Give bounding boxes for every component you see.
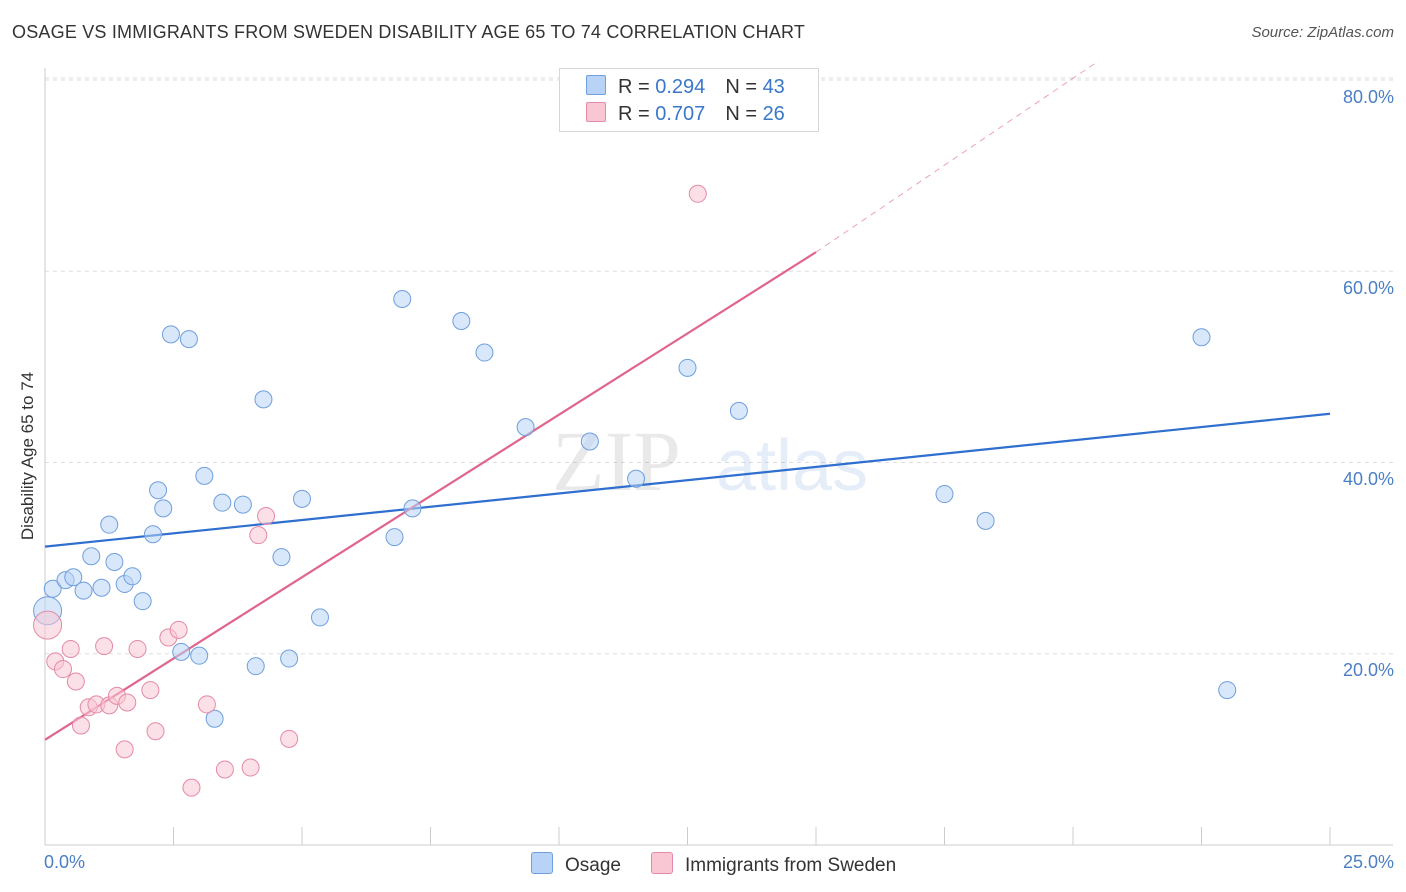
osage-point xyxy=(385,528,404,547)
legend-row-osage: R = 0.294 N = 43 xyxy=(586,75,785,99)
osage-point xyxy=(246,657,265,676)
legend-r-value: 0.707 xyxy=(655,103,706,125)
bottom-legend-swatch-osage xyxy=(531,852,553,874)
sweden-point xyxy=(118,693,137,712)
osage-point xyxy=(105,552,124,571)
sweden-point xyxy=(115,740,134,759)
sweden-point xyxy=(141,681,160,700)
bottom-legend-label: Osage xyxy=(565,855,621,876)
osage-point xyxy=(172,642,191,661)
osage-point xyxy=(205,709,224,728)
y-axis-label: Disability Age 65 to 74 xyxy=(18,371,37,541)
y-tick-label: 60.0% xyxy=(1342,278,1394,298)
legend-n-value: 26 xyxy=(762,103,785,125)
sweden-point xyxy=(71,716,90,735)
sweden-point xyxy=(95,637,114,656)
bottom-legend-swatch-sweden xyxy=(651,852,673,874)
osage-point xyxy=(1192,328,1211,347)
sweden-point xyxy=(182,778,201,797)
osage-point xyxy=(233,495,252,514)
watermark: ZIP atlas xyxy=(552,413,868,509)
osage-point xyxy=(475,343,494,362)
sweden-point xyxy=(66,672,85,691)
legend-swatch-sweden xyxy=(586,102,606,122)
legend-swatch-osage xyxy=(586,75,606,95)
y-tick-label: 80.0% xyxy=(1342,87,1394,107)
osage-point xyxy=(393,289,412,308)
osage-point xyxy=(976,511,995,530)
osage-point xyxy=(154,499,173,518)
osage-point xyxy=(293,489,311,508)
axes xyxy=(44,68,1393,846)
legend-r-label: R = xyxy=(618,76,656,98)
osage-point xyxy=(82,547,101,566)
legend-n-value: 43 xyxy=(762,76,785,98)
osage-point xyxy=(133,592,152,611)
osage-point xyxy=(161,325,180,344)
sweden-point xyxy=(280,729,299,748)
osage-point xyxy=(190,646,209,665)
osage-point xyxy=(935,485,954,504)
bottom-legend-osage: Osage xyxy=(531,852,621,877)
sweden-point xyxy=(249,526,268,545)
osage-point xyxy=(100,515,119,534)
osage-point xyxy=(43,579,62,598)
sweden-point xyxy=(33,610,63,640)
y-tick-label: 40.0% xyxy=(1342,469,1394,489)
osage-point xyxy=(123,567,142,586)
legend-row-sweden: R = 0.707 N = 26 xyxy=(586,102,785,126)
sweden-point xyxy=(215,760,234,779)
legend-r-value: 0.294 xyxy=(655,76,706,98)
y-tick-label: 20.0% xyxy=(1342,660,1394,680)
sweden-point xyxy=(688,184,707,203)
grid-lines xyxy=(45,77,1393,655)
osage-point xyxy=(64,568,83,587)
osage-point xyxy=(678,358,697,377)
trend-lines xyxy=(44,60,1331,741)
source-label: Source: ZipAtlas.com xyxy=(1251,24,1394,41)
sweden-point xyxy=(61,639,80,658)
osage-point xyxy=(452,311,471,330)
sweden-trend-line xyxy=(44,251,817,741)
sweden-point xyxy=(197,695,216,714)
legend-n-label: N = xyxy=(725,103,763,125)
osage-point xyxy=(213,493,232,512)
osage-point xyxy=(195,466,214,485)
bottom-legend-label: Immigrants from Sweden xyxy=(685,855,897,876)
chart-title: OSAGE VS IMMIGRANTS FROM SWEDEN DISABILI… xyxy=(12,22,806,42)
legend-r-label: R = xyxy=(618,103,656,125)
watermark-atlas: atlas xyxy=(716,426,868,506)
osage-point xyxy=(143,525,162,544)
osage-point xyxy=(179,330,198,349)
osage-point xyxy=(272,548,291,567)
sweden-point xyxy=(169,620,188,639)
osage-point xyxy=(580,432,599,451)
osage-point xyxy=(310,608,329,627)
sweden-point xyxy=(257,507,276,526)
osage-point xyxy=(254,390,273,409)
osage-point xyxy=(403,499,422,518)
osage-point xyxy=(1218,681,1237,700)
osage-point xyxy=(92,578,111,597)
x-tick-label-min: 0.0% xyxy=(44,852,86,872)
sweden-point xyxy=(146,722,165,741)
osage-point xyxy=(516,418,535,437)
data-points xyxy=(33,184,1237,797)
osage-point xyxy=(149,481,168,500)
correlation-legend: R = 0.294 N = 43 R = 0.707 N = 26 xyxy=(559,68,819,132)
osage-point xyxy=(627,469,646,488)
legend-n-label: N = xyxy=(725,76,763,98)
sweden-point xyxy=(241,758,260,777)
osage-trend-line xyxy=(44,412,1331,548)
osage-point xyxy=(74,581,93,600)
sweden-point xyxy=(128,639,147,658)
bottom-legend-sweden: Immigrants from Sweden xyxy=(651,852,896,877)
sweden-trend-extension xyxy=(815,60,1099,253)
watermark-zip: ZIP xyxy=(552,413,681,509)
osage-point xyxy=(729,401,748,420)
osage-point xyxy=(280,649,299,668)
sweden-point xyxy=(53,660,72,679)
x-tick-label-max: 25.0% xyxy=(1342,852,1394,872)
